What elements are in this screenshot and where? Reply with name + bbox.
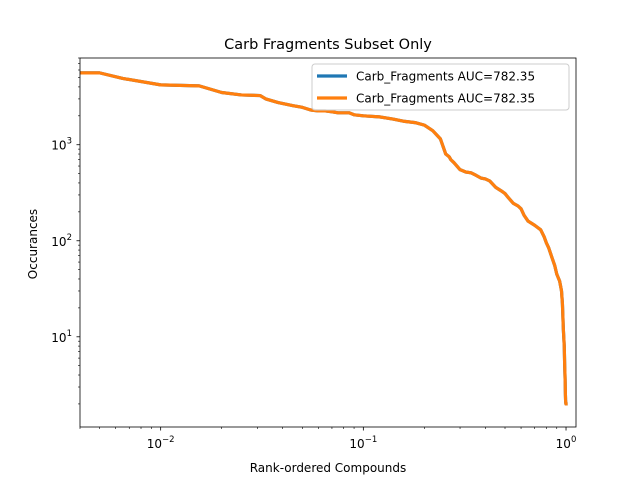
x-tick-label: 10−1 bbox=[349, 435, 377, 451]
x-axis-label: Rank-ordered Compounds bbox=[250, 461, 407, 475]
axes-frame bbox=[79, 57, 577, 428]
legend-label-1: Carb_Fragments AUC=782.35 bbox=[356, 70, 535, 84]
legend: Carb_Fragments AUC=782.35 Carb_Fragments … bbox=[311, 63, 570, 111]
chart-title: Carb Fragments Subset Only bbox=[224, 37, 432, 53]
y-axis-label: Occurances bbox=[26, 209, 40, 279]
legend-box bbox=[311, 63, 570, 111]
x-tick-label: 10−2 bbox=[147, 435, 175, 451]
y-tick-label: 101 bbox=[51, 329, 72, 345]
y-tick-label: 103 bbox=[51, 137, 72, 153]
legend-label-2: Carb_Fragments AUC=782.35 bbox=[356, 92, 535, 106]
series-line-2 bbox=[80, 71, 568, 406]
plot-area: 10−2 10−1 100 101 102 103 Carb_Fragments AUC=7… bbox=[51, 57, 577, 451]
x-tick-label: 100 bbox=[556, 435, 577, 451]
y-tick-label: 102 bbox=[51, 233, 72, 249]
